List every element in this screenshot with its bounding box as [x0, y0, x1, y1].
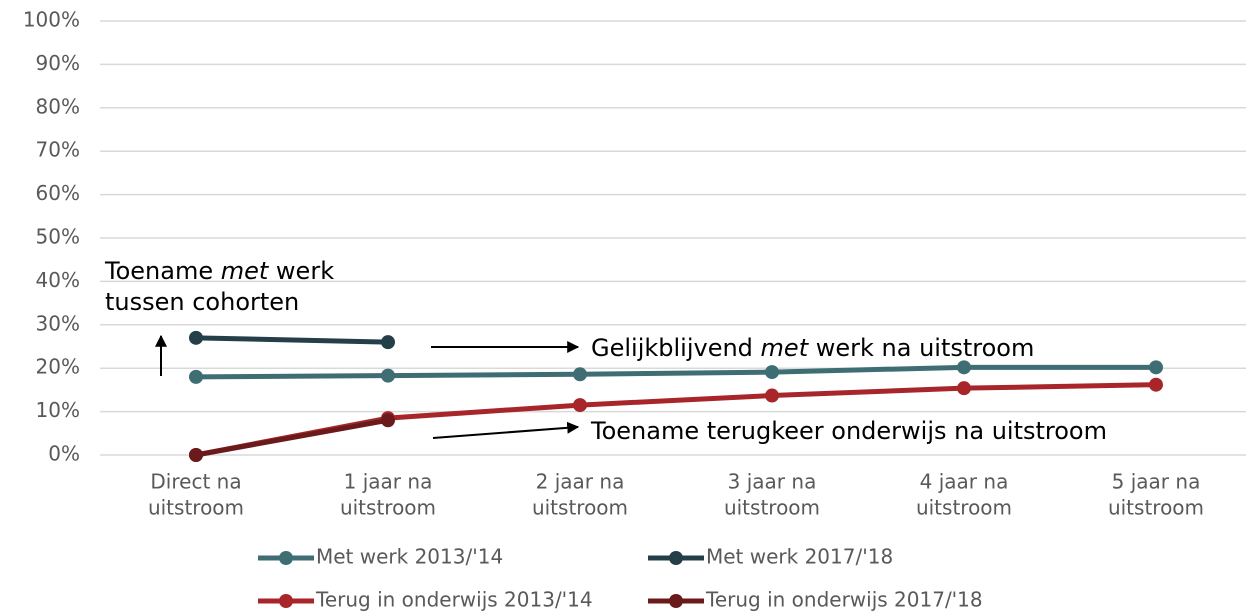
legend-label: Met werk 2013/'14: [316, 545, 503, 569]
marker: [1149, 360, 1163, 375]
x-tick-label: uitstroom: [340, 496, 436, 520]
y-tick-label: 50%: [36, 225, 80, 249]
marker: [189, 330, 203, 345]
annotation: Gelijkblijvend met werk na uitstroom: [591, 334, 1034, 362]
marker: [957, 360, 971, 375]
marker: [381, 335, 395, 350]
y-tick-label: 10%: [36, 398, 80, 422]
x-tick-label: 1 jaar na: [344, 470, 433, 494]
x-tick-label: uitstroom: [532, 496, 628, 520]
legend-label: Terug in onderwijs 2017/'18: [705, 588, 983, 612]
series-line: [195, 335, 389, 345]
x-tick-label: 2 jaar na: [536, 470, 625, 494]
legend-marker: [669, 551, 683, 565]
marker: [189, 448, 203, 462]
legend-marker: [279, 551, 293, 565]
marker: [957, 381, 971, 396]
marker: [765, 365, 779, 380]
plot: [189, 330, 1163, 462]
marker: [381, 413, 395, 428]
annotation: Toename terugkeer onderwijs na uitstroom: [590, 417, 1107, 445]
y-tick-label: 40%: [36, 268, 80, 292]
marker: [573, 398, 587, 413]
marker: [573, 367, 587, 382]
y-tick-label: 70%: [36, 138, 80, 162]
x-tick-label: uitstroom: [1108, 496, 1204, 520]
legend-label: Terug in onderwijs 2013/'14: [315, 588, 593, 612]
annotation: Toename met werk: [104, 257, 334, 285]
x-tick-label: uitstroom: [916, 496, 1012, 520]
x-tick-label: 5 jaar na: [1112, 470, 1201, 494]
arrow: [432, 421, 580, 439]
legend-marker: [279, 594, 293, 608]
y-tick-label: 20%: [36, 355, 80, 379]
x-tick-label: 4 jaar na: [920, 470, 1009, 494]
y-tick-label: 80%: [36, 94, 80, 118]
legend-marker: [669, 594, 683, 608]
x-tick-label: uitstroom: [724, 496, 820, 520]
y-tick-label: 90%: [36, 51, 80, 75]
grid: [100, 20, 1246, 456]
y-tick-label: 100%: [23, 8, 80, 32]
x-tick-label: 3 jaar na: [728, 470, 817, 494]
marker: [1149, 377, 1163, 392]
series-line: [195, 417, 389, 458]
y-tick-label: 60%: [36, 181, 80, 205]
x-tick-label: Direct na: [150, 470, 241, 494]
marker: [381, 368, 395, 383]
marker: [189, 369, 203, 384]
annotation: tussen cohorten: [105, 288, 299, 316]
series-line: [195, 364, 1156, 380]
y-tick-label: 30%: [36, 311, 80, 335]
x-tick-label: uitstroom: [148, 496, 244, 520]
y-tick-label: 0%: [48, 442, 80, 466]
legend-label: Met werk 2017/'18: [706, 545, 893, 569]
marker: [765, 388, 779, 403]
